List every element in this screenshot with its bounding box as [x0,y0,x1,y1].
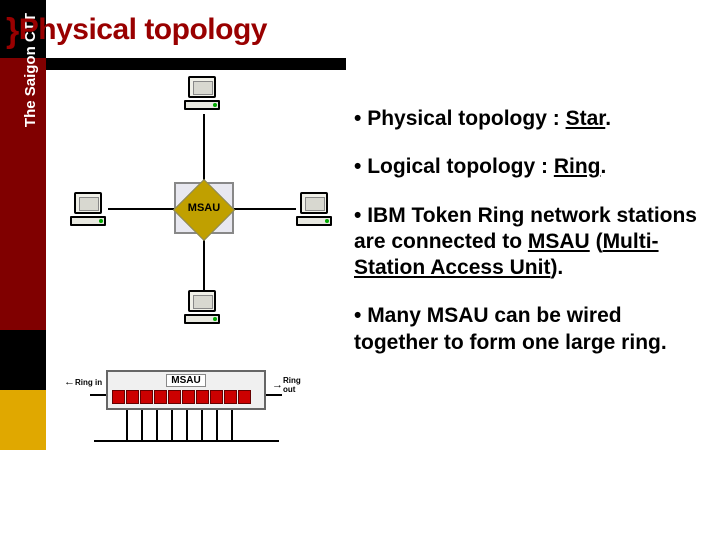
pc-icon-top [184,76,224,116]
wire-top [203,114,205,182]
bullet-2: Logical topology : Ring. [354,154,704,180]
left-sidebar: The Saigon CTT [0,0,46,540]
bullet-3: IBM Token Ring network stations are conn… [354,203,704,282]
bullet-list: Physical topology : Star. Logical topolo… [354,106,704,378]
station-leg [201,410,203,440]
msau-hub-label: MSAU [176,202,232,214]
station-leg [126,410,128,440]
port [224,390,237,404]
port [196,390,209,404]
bullet-1: Physical topology : Star. [354,106,704,132]
port [126,390,139,404]
station-leg [216,410,218,440]
stub-right [266,394,282,396]
wire-left [108,208,174,210]
pc-icon-right [296,192,336,232]
port [182,390,195,404]
msau-unit-box: MSAU [106,370,266,410]
port [112,390,125,404]
port [140,390,153,404]
station-leg [141,410,143,440]
slide: The Saigon CTT }Physical topology MSAU ←… [0,0,720,540]
ports-row [112,390,251,404]
title-text: Physical topology [19,13,267,46]
bullet-4: Many MSAU can be wired together to form … [354,303,704,356]
port [154,390,167,404]
msau-unit-diagram: ←Ring in MSAU →Ring out [72,370,302,470]
port [238,390,251,404]
black-strip [46,58,346,70]
wire-bottom [203,234,205,290]
stub-left [90,394,106,396]
station-bar [94,440,279,442]
ring-in-arrow: ←Ring in [64,376,102,388]
station-leg [231,410,233,440]
ring-out-arrow: →Ring out [272,376,302,394]
wire-right [234,208,296,210]
sidebar-seg-white [0,450,46,540]
station-leg [156,410,158,440]
station-leg [186,410,188,440]
station-leg [171,410,173,440]
star-topology-diagram: MSAU [64,72,344,322]
msau-hub: MSAU [174,182,234,234]
slide-title: }Physical topology [6,12,267,51]
port [168,390,181,404]
sidebar-seg-black-mid [0,330,46,390]
port [210,390,223,404]
pc-icon-bottom [184,290,224,330]
msau-unit-label: MSAU [166,374,206,387]
pc-icon-left [70,192,110,232]
title-brace: } [6,12,19,50]
sidebar-seg-gold [0,390,46,450]
